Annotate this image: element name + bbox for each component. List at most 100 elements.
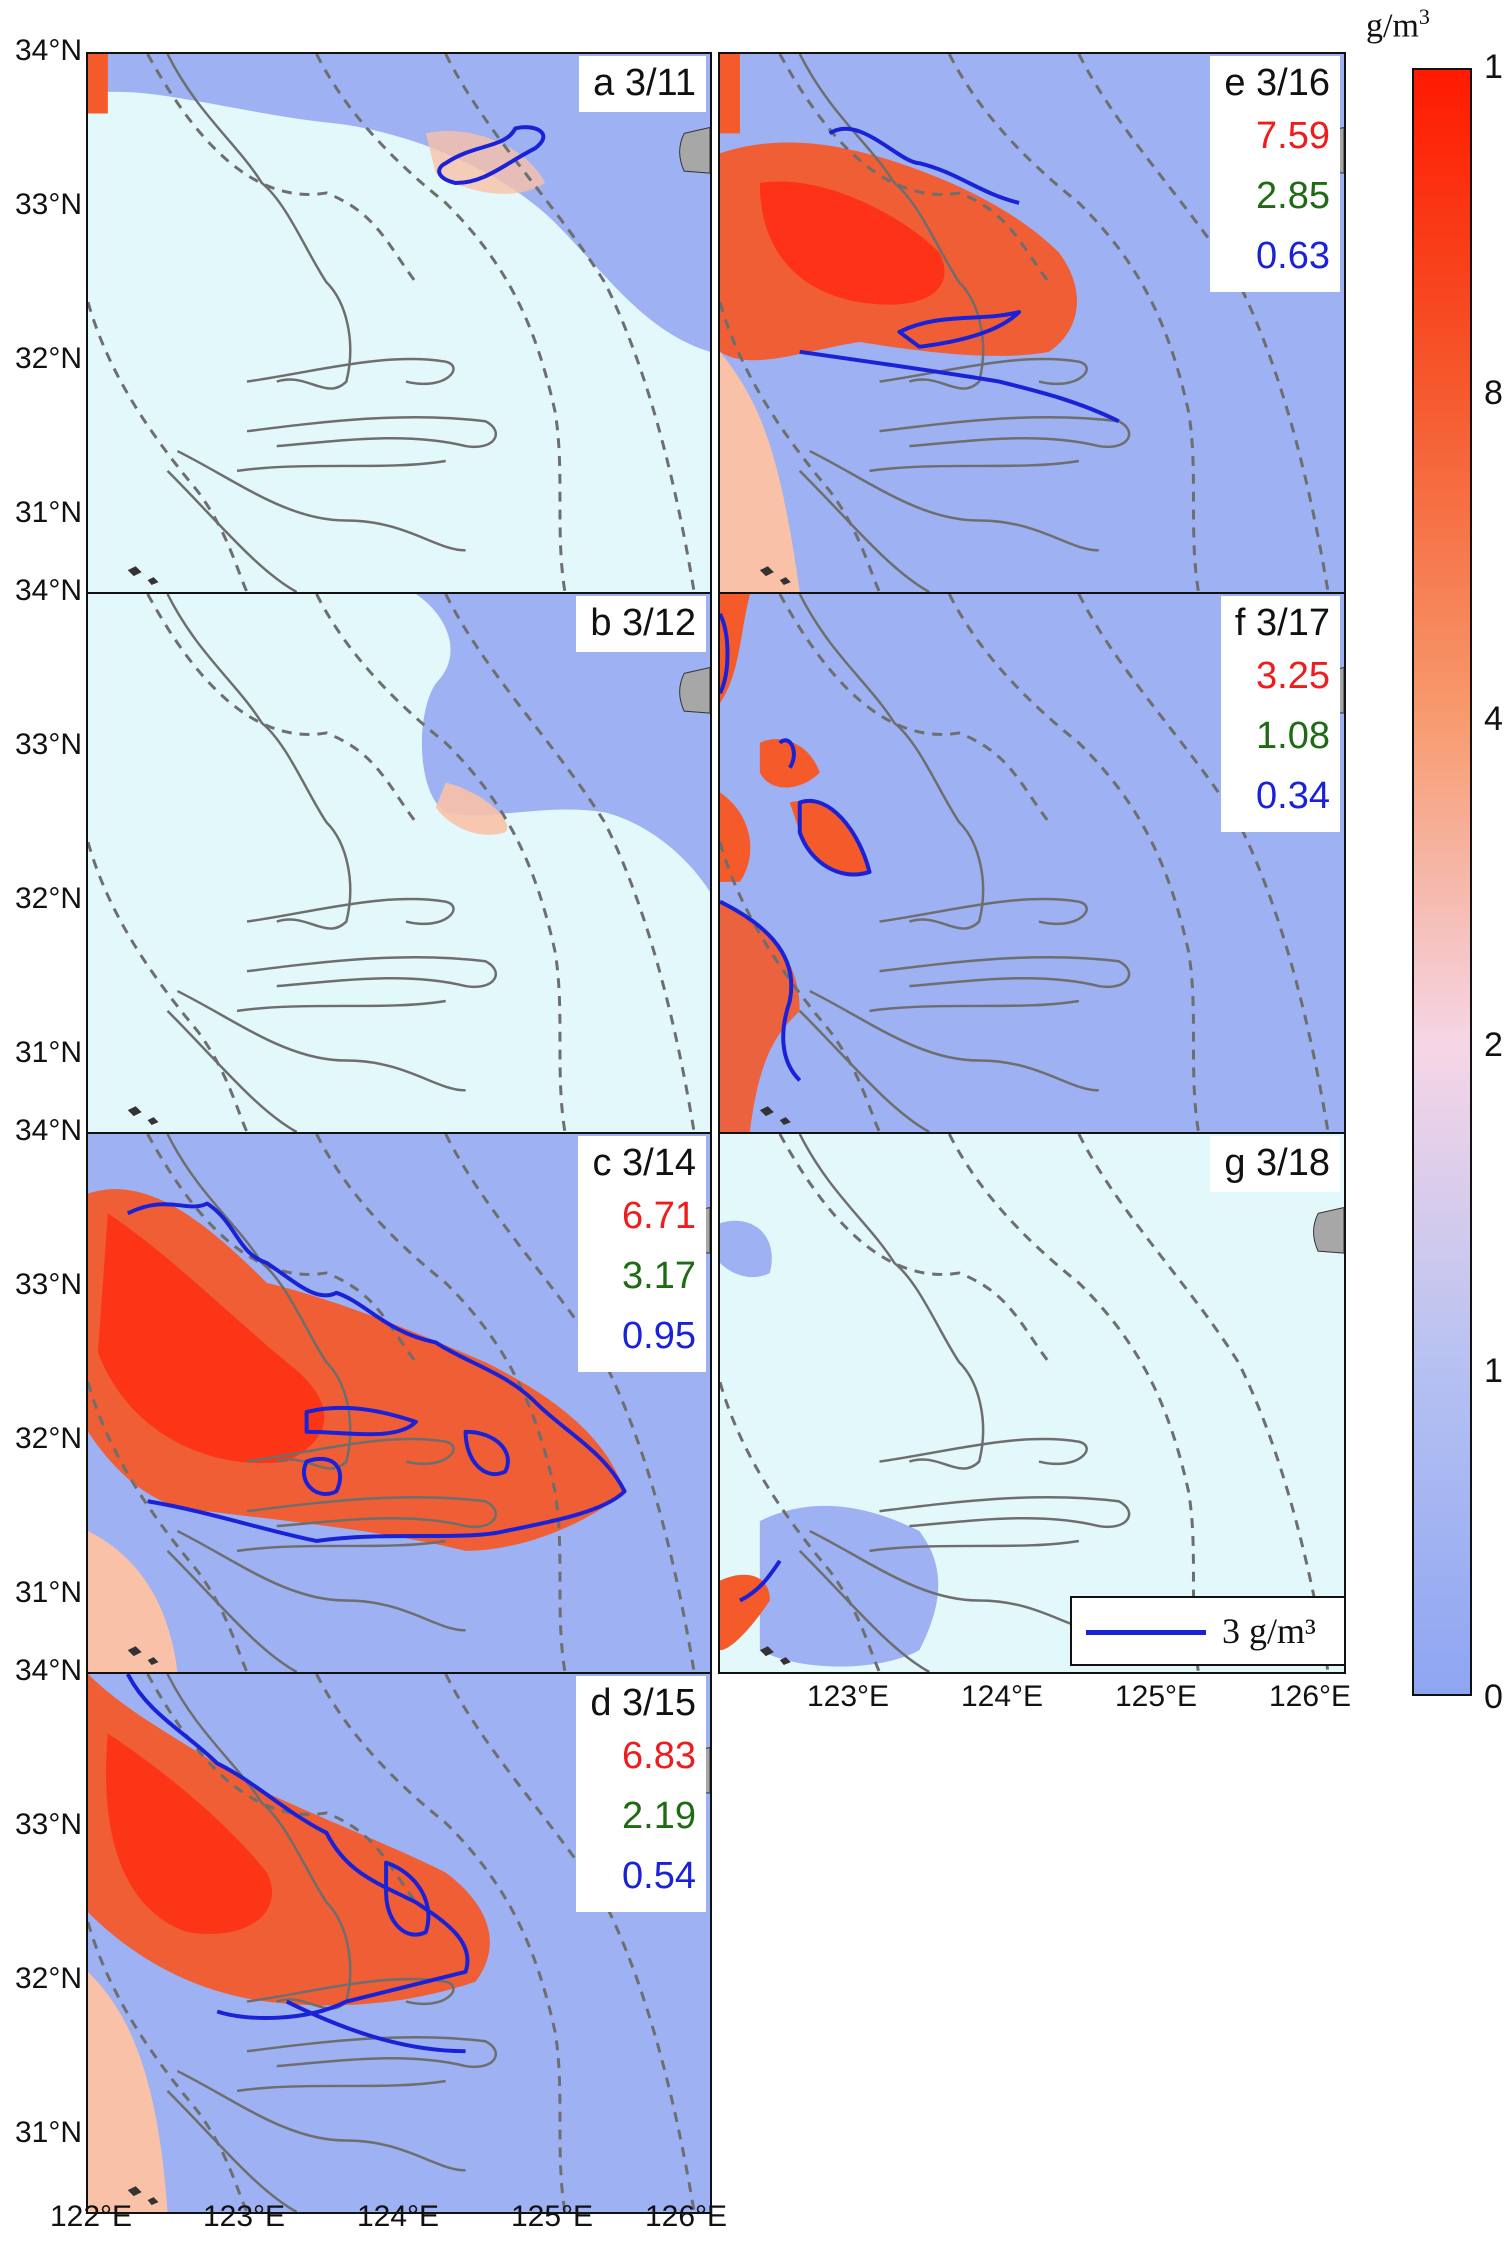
sand-ridge-line: [879, 1495, 1131, 1529]
sand-ridge-line: [176, 1529, 466, 1632]
sand-ridge-line: [246, 897, 455, 926]
contour-3gm3: [739, 1559, 782, 1603]
isobath-dashed: [720, 301, 881, 592]
sand-ridge-line: [798, 594, 985, 930]
sand-ridge-line: [236, 459, 446, 473]
land-region: [679, 126, 710, 174]
isobath-dashed: [1077, 54, 1330, 592]
concentration-region: [105, 1733, 273, 1935]
isobath-dashed: [88, 1921, 249, 2212]
stat-value: 3.25: [1256, 655, 1330, 697]
island-marks: [127, 566, 159, 586]
stat-value: 0.54: [622, 1855, 696, 1897]
sand-ridge-line: [798, 470, 930, 592]
island-marks: [127, 1646, 159, 1666]
stat-value: 0.63: [1256, 235, 1330, 277]
isobath-dashed: [315, 1674, 567, 2212]
lon-tick-label: 125°E: [1114, 1680, 1198, 1713]
sand-ridge-line: [236, 999, 446, 1013]
concentration-region: [88, 1189, 625, 1551]
contour-3gm3: [302, 1457, 343, 1496]
isobath-dashed: [88, 841, 249, 1132]
concentration-region: [720, 792, 751, 882]
panel-label-box: c 3/14 6.71 3.17 0.95: [578, 1136, 706, 1372]
map-panel-a: a 3/11: [86, 52, 712, 594]
stat-value: 6.83: [622, 1735, 696, 1777]
colorbar-unit: g/m3: [1366, 4, 1430, 45]
colorbar-tick-label: 1: [1484, 1352, 1503, 1390]
sand-ridge-line: [879, 897, 1088, 926]
stat-value: 0.95: [622, 1315, 696, 1357]
concentration-region: [720, 1220, 772, 1278]
concentration-region: [88, 54, 108, 114]
map-svg: [88, 54, 710, 592]
stat-value: 2.85: [1256, 175, 1330, 217]
lon-tick-label: 123°E: [806, 1680, 890, 1713]
sand-ridge-line: [246, 955, 497, 989]
island-marks: [759, 566, 791, 586]
land-region: [679, 666, 710, 714]
lon-tick-label: 126°E: [1268, 1680, 1352, 1713]
concentration-region: [789, 800, 870, 875]
sand-ridge-line: [869, 459, 1080, 473]
concentration-region: [720, 1574, 770, 1651]
concentration-region: [759, 1505, 939, 1667]
concentration-region: [425, 130, 546, 194]
stat-value: 1.08: [1256, 715, 1330, 757]
panel-label: f 3/17: [1234, 602, 1330, 644]
contour-3gm3: [437, 125, 546, 186]
lon-tick-label: 124°E: [960, 1680, 1044, 1713]
map-panel-c: c 3/14 6.71 3.17 0.95: [86, 1132, 712, 1674]
concentration-region: [415, 594, 710, 892]
concentration-region: [97, 1213, 325, 1464]
lat-tick-label: 33°N: [14, 1268, 82, 1301]
isobath-dashed: [444, 1134, 696, 1672]
isobath-dashed: [444, 54, 696, 592]
sand-ridge-line: [879, 415, 1131, 449]
panel-label-box: b 3/12: [576, 596, 706, 652]
isobath-dashed: [947, 54, 1200, 592]
lat-tick-label: 33°N: [14, 188, 82, 221]
lon-tick-label: 124°E: [356, 2200, 440, 2233]
sand-ridge-line: [176, 989, 466, 1092]
concentration-region: [720, 351, 800, 592]
lon-tick-label: 125°E: [510, 2200, 594, 2233]
colorbar-tick-label: 4: [1484, 700, 1503, 738]
sand-ridge-line: [166, 470, 298, 592]
isobath-dashed: [315, 1134, 567, 1672]
map-panel-e: e 3/16 7.59 2.85 0.63: [718, 52, 1346, 594]
sand-ridge-line: [236, 2079, 446, 2093]
sand-ridge-line: [869, 999, 1080, 1013]
lon-tick-label: 123°E: [202, 2200, 286, 2233]
panel-label: a 3/11: [593, 62, 696, 104]
isobath-dashed: [1077, 1134, 1330, 1672]
lat-tick-label: 31°N: [14, 1576, 82, 1609]
isobath-dashed: [88, 301, 249, 592]
concentration-region: [88, 1531, 178, 1672]
island-marks: [127, 1106, 159, 1126]
concentration-region: [720, 901, 800, 1132]
map-svg: [720, 1134, 1344, 1672]
isobath-dashed: [444, 594, 696, 1132]
sand-ridge-line: [166, 594, 352, 930]
sand-ridge-line: [809, 449, 1099, 552]
sand-ridge-line: [236, 1539, 446, 1553]
isobath-dashed: [1077, 594, 1330, 1132]
legend-line-swatch: [1086, 1630, 1206, 1635]
colorbar-tick-label: 0.5: [1484, 1678, 1504, 1716]
concentration-region: [759, 739, 820, 788]
panel-label-box: f 3/17 3.25 1.08 0.34: [1220, 596, 1340, 832]
contour-3gm3: [384, 1860, 431, 1937]
panel-label: b 3/12: [590, 602, 696, 644]
panel-label-box: a 3/11: [579, 56, 706, 112]
sand-ridge-line: [246, 2035, 497, 2069]
panel-label: d 3/15: [590, 1682, 696, 1724]
sand-ridge-line: [809, 989, 1099, 1092]
lat-tick-label: 34°N: [14, 574, 82, 607]
concentration-region: [759, 181, 945, 305]
map-svg: [88, 594, 710, 1132]
sand-ridge-line: [166, 1550, 298, 1672]
sand-ridge-line: [798, 1134, 985, 1470]
isobath-dashed: [444, 1674, 696, 2212]
sand-ridge-line: [246, 1495, 497, 1529]
